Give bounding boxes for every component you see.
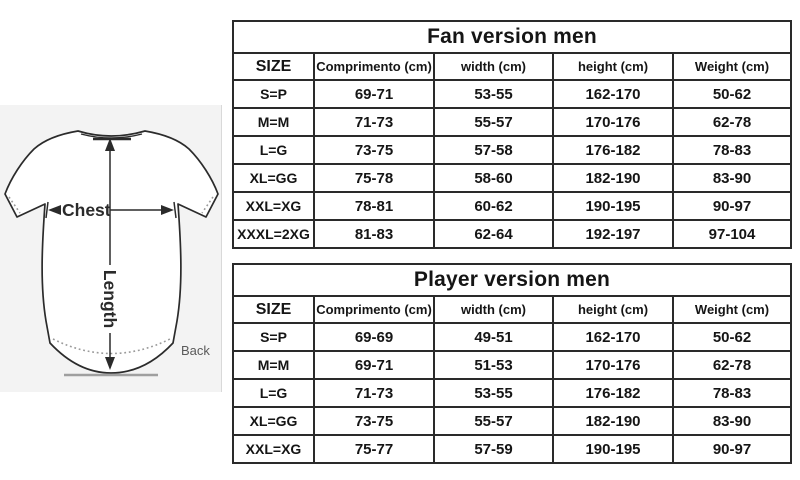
value-cell: 69-71 — [313, 79, 435, 109]
table-row: L=G 71-73 53-55 176-182 78-83 — [232, 378, 792, 408]
size-cell: S=P — [232, 79, 315, 109]
value-cell: 182-190 — [552, 406, 674, 436]
value-cell: 62-78 — [672, 350, 792, 380]
table-header-row: SIZE Comprimento (cm) width (cm) height (cm… — [232, 52, 793, 81]
column-header: Comprimento (cm) — [313, 295, 435, 324]
player-version-table: Player version men SIZE Comprimento (cm) wi… — [232, 263, 792, 464]
value-cell: 182-190 — [552, 163, 674, 193]
value-cell: 58-60 — [433, 163, 554, 193]
column-header: width (cm) — [433, 52, 554, 81]
table-row: M=M 71-73 55-57 170-176 62-78 — [232, 107, 793, 137]
tshirt-diagram: Length Chest Back — [0, 105, 222, 392]
value-cell: 51-53 — [433, 350, 554, 380]
value-cell: 176-182 — [552, 135, 674, 165]
size-cell: XXL=XG — [232, 191, 315, 221]
value-cell: 78-81 — [313, 191, 435, 221]
left-cuff-stitching — [8, 196, 21, 214]
right-cuff-stitching — [201, 196, 214, 214]
size-cell: M=M — [232, 350, 315, 380]
size-cell: XL=GG — [232, 406, 315, 436]
column-header: SIZE — [232, 52, 315, 81]
value-cell: 69-69 — [313, 322, 435, 352]
table-title: Player version men — [232, 263, 792, 297]
value-cell: 62-78 — [671, 107, 793, 137]
value-cell: 69-71 — [313, 350, 435, 380]
value-cell: 83-90 — [672, 406, 792, 436]
value-cell: 78-83 — [671, 135, 793, 165]
value-cell: 60-62 — [433, 191, 554, 221]
value-cell: 71-73 — [313, 107, 435, 137]
table-row: M=M 69-71 51-53 170-176 62-78 — [232, 350, 792, 380]
table-row: L=G 73-75 57-58 176-182 78-83 — [232, 135, 793, 165]
value-cell: 83-90 — [671, 163, 793, 193]
table-row: XXXL=2XG 81-83 62-64 192-197 97-104 — [232, 219, 793, 249]
value-cell: 49-51 — [433, 322, 554, 352]
size-cell: XL=GG — [232, 163, 315, 193]
chest-label: Chest — [62, 200, 111, 220]
size-cell: L=G — [232, 378, 315, 408]
value-cell: 192-197 — [552, 219, 674, 249]
table-row: S=P 69-71 53-55 162-170 50-62 — [232, 79, 793, 109]
value-cell: 190-195 — [552, 191, 674, 221]
value-cell: 57-58 — [433, 135, 554, 165]
table-title: Fan version men — [231, 20, 793, 54]
value-cell: 73-75 — [313, 406, 435, 436]
chest-arrowhead-left — [48, 205, 61, 215]
value-cell: 162-170 — [552, 322, 674, 352]
value-cell: 75-78 — [313, 163, 435, 193]
size-cell: XXL=XG — [232, 434, 315, 464]
column-header: Weight (cm) — [672, 295, 792, 324]
value-cell: 97-104 — [671, 219, 793, 249]
value-cell: 75-77 — [313, 434, 435, 464]
size-cell: M=M — [232, 107, 315, 137]
fan-version-table: Fan version men SIZE Comprimento (cm) width… — [231, 20, 793, 249]
column-header: width (cm) — [433, 295, 554, 324]
table-row: S=P 69-69 49-51 162-170 50-62 — [232, 322, 792, 352]
value-cell: 90-97 — [671, 191, 793, 221]
value-cell: 71-73 — [313, 378, 435, 408]
tshirt-figure-svg: Length Chest Back — [4, 130, 219, 377]
value-cell: 55-57 — [433, 107, 554, 137]
table-row: XXL=XG 75-77 57-59 190-195 90-97 — [232, 434, 792, 464]
length-arrowhead-up — [105, 138, 115, 151]
value-cell: 176-182 — [552, 378, 674, 408]
tshirt-outline — [4, 130, 219, 374]
value-cell: 62-64 — [433, 219, 554, 249]
value-cell: 73-75 — [313, 135, 435, 165]
value-cell: 53-55 — [433, 79, 554, 109]
table-row: XXL=XG 78-81 60-62 190-195 90-97 — [232, 191, 793, 221]
value-cell: 170-176 — [552, 350, 674, 380]
column-header: height (cm) — [552, 295, 674, 324]
value-cell: 162-170 — [552, 79, 674, 109]
value-cell: 78-83 — [672, 378, 792, 408]
column-header: Comprimento (cm) — [313, 52, 435, 81]
size-cell: L=G — [232, 135, 315, 165]
chest-arrow — [45, 201, 177, 219]
length-arrowhead-down — [105, 357, 115, 370]
value-cell: 55-57 — [433, 406, 554, 436]
value-cell: 170-176 — [552, 107, 674, 137]
back-label: Back — [181, 343, 210, 358]
column-header: Weight (cm) — [671, 52, 793, 81]
value-cell: 190-195 — [552, 434, 674, 464]
size-cell: XXXL=2XG — [232, 219, 315, 249]
value-cell: 50-62 — [672, 322, 792, 352]
value-cell: 81-83 — [313, 219, 435, 249]
value-cell: 50-62 — [671, 79, 793, 109]
length-label: Length — [100, 270, 120, 328]
value-cell: 53-55 — [433, 378, 554, 408]
value-cell: 90-97 — [672, 434, 792, 464]
table-row: XL=GG 73-75 55-57 182-190 83-90 — [232, 406, 792, 436]
column-header: SIZE — [232, 295, 315, 324]
column-header: height (cm) — [552, 52, 674, 81]
value-cell: 57-59 — [433, 434, 554, 464]
table-row: XL=GG 75-78 58-60 182-190 83-90 — [232, 163, 793, 193]
table-header-row: SIZE Comprimento (cm) width (cm) height (cm… — [232, 295, 792, 324]
hem-stitching — [52, 338, 171, 355]
chest-arrowhead-right — [161, 205, 174, 215]
size-cell: S=P — [232, 322, 315, 352]
